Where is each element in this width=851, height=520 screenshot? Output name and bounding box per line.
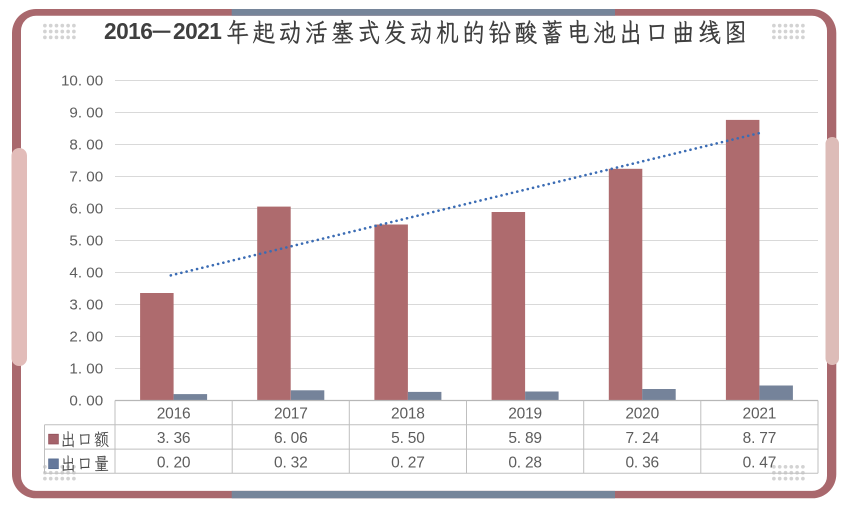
svg-text:8. 00: 8. 00 (69, 137, 103, 154)
svg-text:2016: 2016 (104, 18, 152, 44)
svg-text:5. 00: 5. 00 (69, 233, 103, 250)
svg-text:6. 00: 6. 00 (69, 201, 103, 218)
svg-text:1. 00: 1. 00 (69, 361, 103, 378)
svg-text:7. 24: 7. 24 (625, 430, 659, 447)
svg-text:0. 47: 0. 47 (743, 454, 776, 471)
svg-text:6. 06: 6. 06 (274, 430, 307, 447)
svg-text:0. 20: 0. 20 (157, 454, 191, 471)
svg-text:2016: 2016 (157, 406, 191, 423)
svg-text:5. 50: 5. 50 (391, 430, 425, 447)
svg-text:8. 77: 8. 77 (743, 430, 776, 447)
svg-text:2018: 2018 (391, 406, 425, 423)
svg-text:0. 28: 0. 28 (508, 454, 541, 471)
svg-text:2017: 2017 (274, 406, 308, 423)
svg-text:2019: 2019 (508, 406, 542, 423)
svg-text:3. 00: 3. 00 (69, 297, 103, 314)
svg-text:2. 00: 2. 00 (69, 329, 103, 346)
svg-text:0. 36: 0. 36 (625, 454, 658, 471)
svg-text:7. 00: 7. 00 (69, 169, 103, 186)
svg-text:2021: 2021 (173, 18, 221, 44)
svg-text:0. 27: 0. 27 (391, 454, 424, 471)
svg-text:10. 00: 10. 00 (61, 73, 103, 90)
svg-text:9. 00: 9. 00 (69, 105, 103, 122)
svg-text:2021: 2021 (743, 406, 777, 423)
svg-text:3. 36: 3. 36 (157, 430, 190, 447)
svg-text:4. 00: 4. 00 (69, 265, 103, 282)
svg-text:2020: 2020 (625, 406, 659, 423)
svg-text:0. 32: 0. 32 (274, 454, 307, 471)
svg-text:5. 89: 5. 89 (508, 430, 541, 447)
svg-text:0. 00: 0. 00 (69, 393, 103, 410)
